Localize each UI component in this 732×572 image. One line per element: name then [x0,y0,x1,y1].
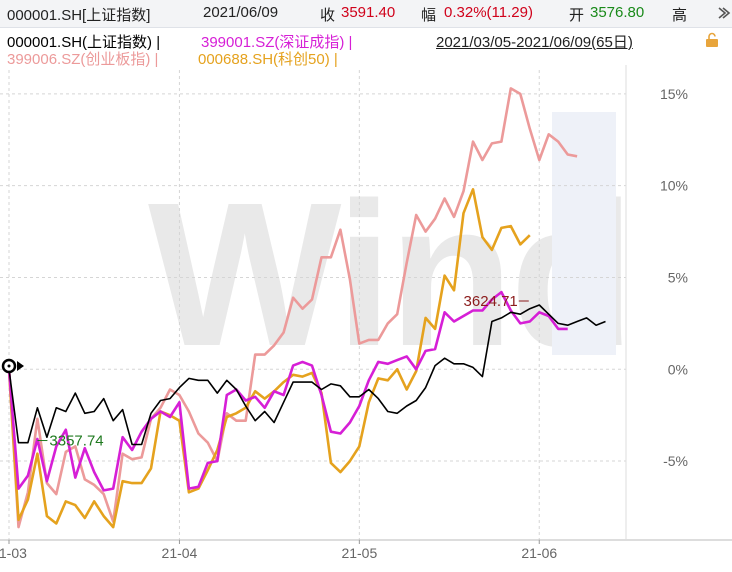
x-tick-label: 21-03 [0,545,27,561]
header-change-label: 幅 [421,7,437,24]
x-tick-label: 21-06 [521,545,557,561]
legend-item-shanghai[interactable]: 000001.SH(上证指数) | [7,34,161,51]
annotation-label: 3357.74 [37,433,104,450]
header-close-label: 收 [320,7,336,24]
series-line-0 [8,304,606,446]
series-line-2 [7,87,578,529]
header-open-value: 3576.80 [590,4,645,21]
annotations: 3624.71 3357.74 [37,293,529,450]
header-change-value: 0.32%(11.29) [444,4,533,21]
legend-item-star50[interactable]: 000688.SH(科创50) | [198,51,338,68]
legend-item-shenzhen[interactable]: 399001.SZ(深证成指) | [201,34,353,51]
y-tick-label: 0% [668,361,688,377]
series-lines [7,87,606,529]
header-close-value: 3591.40 [341,4,396,21]
y-tick-label: -5% [663,453,688,469]
y-tick-label: 15% [660,86,688,102]
series-line-1 [7,290,568,492]
header-high-label: 高 [672,7,688,24]
header-open-label: 开 [569,7,585,24]
x-tick-label: 21-04 [162,545,198,561]
annotation-label: 3624.71 [464,293,529,310]
header-code: 000001.SH[上证指数] [7,7,151,24]
annotation-text: 3357.74 [49,433,103,450]
header-date: 2021/06/09 [203,4,279,21]
annotation-text: 3624.71 [464,293,518,310]
date-range[interactable]: 2021/03/05-2021/06/09(65日) [436,34,633,51]
expand-chevron-icon[interactable] [717,6,731,20]
axis-ticks: 21-03 21-04 21-05 21-06 15% 10% 5% 0% -5% [0,86,688,561]
x-tick-label: 21-05 [341,545,377,561]
series-line-3 [7,188,531,529]
quote-header: 000001.SH[上证指数] 2021/06/09 收 3591.40 幅 0… [0,0,732,28]
start-marker [1,358,24,374]
lock-icon[interactable] [704,32,720,48]
highlight-band [552,112,616,355]
legend-item-chinext[interactable]: 399006.SZ(创业板指) | [7,51,159,68]
y-tick-label: 5% [668,269,688,285]
y-tick-label: 10% [660,178,688,194]
